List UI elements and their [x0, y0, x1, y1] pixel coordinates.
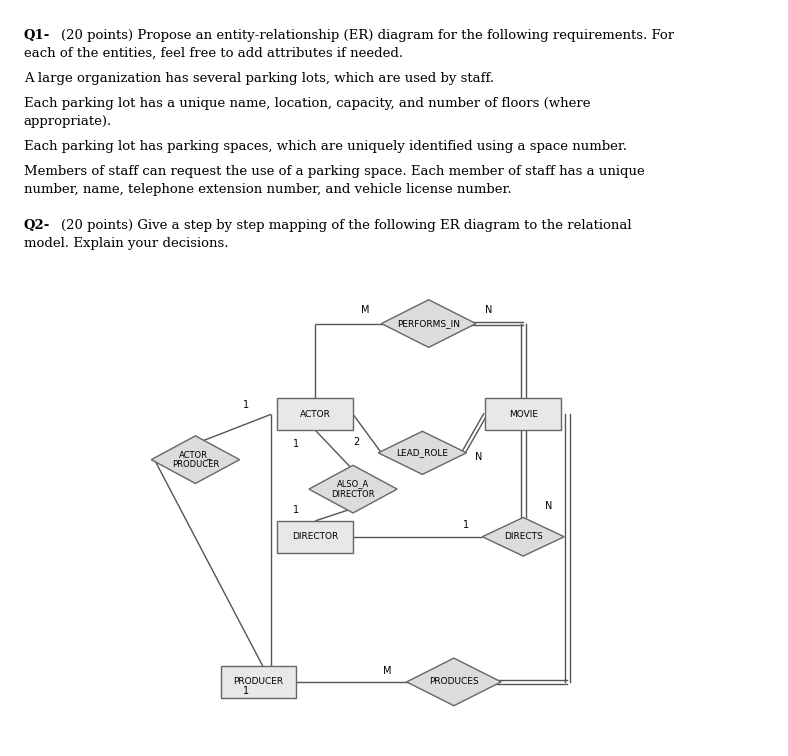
Text: 1: 1 [293, 438, 299, 449]
Polygon shape [482, 518, 564, 556]
Text: LEAD_ROLE: LEAD_ROLE [396, 448, 448, 457]
Polygon shape [309, 465, 397, 513]
Polygon shape [378, 431, 466, 475]
Text: Each parking lot has a unique name, location, capacity, and number of floors (wh: Each parking lot has a unique name, loca… [24, 97, 590, 110]
Text: N: N [485, 305, 492, 315]
Text: (20 points) Give a step by step mapping of the following ER diagram to the relat: (20 points) Give a step by step mapping … [61, 219, 632, 232]
Text: ALSO_A
DIRECTOR: ALSO_A DIRECTOR [331, 479, 375, 499]
Text: M: M [362, 305, 370, 315]
Polygon shape [151, 435, 240, 484]
Text: A large organization has several parking lots, which are used by staff.: A large organization has several parking… [24, 72, 494, 85]
FancyBboxPatch shape [221, 666, 296, 698]
FancyBboxPatch shape [277, 521, 353, 553]
Text: PRODUCES: PRODUCES [429, 677, 478, 686]
Text: Each parking lot has parking spaces, which are uniquely identified using a space: Each parking lot has parking spaces, whi… [24, 140, 626, 153]
Text: 2: 2 [353, 436, 359, 447]
Text: DIRECTOR: DIRECTOR [292, 532, 338, 541]
Text: appropriate).: appropriate). [24, 115, 112, 128]
Text: number, name, telephone extension number, and vehicle license number.: number, name, telephone extension number… [24, 183, 511, 196]
Text: M: M [384, 665, 392, 676]
Text: ACTOR_
PRODUCER: ACTOR_ PRODUCER [172, 450, 219, 469]
Text: 1: 1 [463, 520, 470, 531]
Text: Q1-: Q1- [24, 29, 50, 42]
Text: ACTOR: ACTOR [299, 410, 331, 419]
Text: 1: 1 [243, 686, 249, 696]
FancyBboxPatch shape [485, 398, 561, 430]
Text: Q2-: Q2- [24, 219, 50, 232]
Polygon shape [407, 658, 501, 706]
Text: DIRECTS: DIRECTS [504, 532, 543, 541]
Text: model. Explain your decisions.: model. Explain your decisions. [24, 237, 229, 250]
Text: MOVIE: MOVIE [509, 410, 537, 419]
Text: N: N [545, 501, 552, 511]
Text: each of the entities, feel free to add attributes if needed.: each of the entities, feel free to add a… [24, 47, 403, 60]
Text: 1: 1 [293, 504, 299, 515]
Text: PRODUCER: PRODUCER [233, 677, 284, 686]
Text: Members of staff can request the use of a parking space. Each member of staff ha: Members of staff can request the use of … [24, 165, 645, 178]
Text: 1: 1 [243, 400, 249, 411]
Text: PERFORMS_IN: PERFORMS_IN [397, 319, 460, 328]
FancyBboxPatch shape [277, 398, 353, 430]
Text: (20 points) Propose an entity-relationship (ER) diagram for the following requir: (20 points) Propose an entity-relationsh… [61, 29, 675, 42]
Polygon shape [381, 300, 476, 348]
Text: N: N [475, 452, 483, 463]
